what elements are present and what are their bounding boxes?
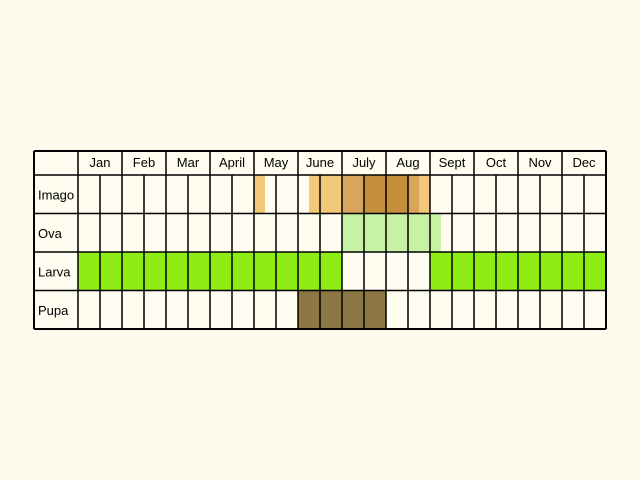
month-label-apr: April — [219, 155, 245, 170]
stage-label-imago: Imago — [38, 187, 74, 202]
imago-segment-0 — [254, 175, 265, 214]
month-label-june: June — [306, 155, 334, 170]
stage-label-ova: Ova — [38, 226, 63, 241]
month-label-may: May — [264, 155, 289, 170]
imago-segment-4 — [386, 175, 408, 214]
imago-segment-6 — [419, 175, 430, 214]
month-label-aug: Aug — [396, 155, 419, 170]
month-label-oct: Oct — [486, 155, 507, 170]
imago-segment-1 — [309, 175, 342, 214]
ova-segment-0 — [342, 213, 441, 252]
imago-segment-2 — [342, 175, 364, 214]
month-label-nov: Nov — [528, 155, 552, 170]
stage-label-pupa: Pupa — [38, 303, 69, 318]
month-label-dec: Dec — [572, 155, 596, 170]
month-label-feb: Feb — [133, 155, 155, 170]
imago-segment-3 — [364, 175, 386, 214]
stage-label-larva: Larva — [38, 264, 71, 279]
month-label-sept: Sept — [439, 155, 466, 170]
month-label-mar: Mar — [177, 155, 200, 170]
month-label-july: July — [352, 155, 376, 170]
imago-segment-5 — [408, 175, 419, 214]
month-label-jan: Jan — [90, 155, 111, 170]
